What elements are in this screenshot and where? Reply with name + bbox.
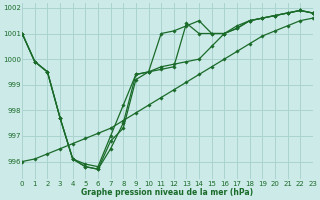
X-axis label: Graphe pression niveau de la mer (hPa): Graphe pression niveau de la mer (hPa): [81, 188, 253, 197]
